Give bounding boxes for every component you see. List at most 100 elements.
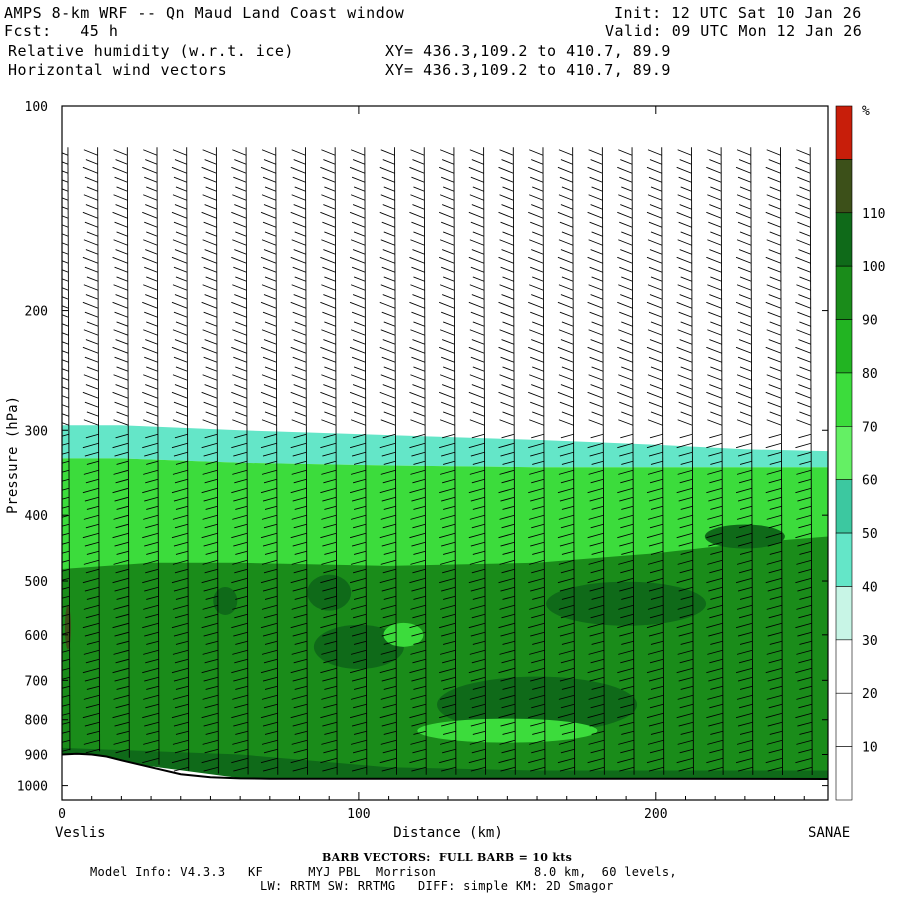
wind-barb — [260, 577, 278, 584]
wind-barb — [413, 550, 426, 555]
wind-barb — [202, 194, 217, 201]
wind-barb — [710, 595, 723, 600]
wind-barb — [116, 505, 129, 510]
wind-barb — [677, 374, 693, 381]
wind-barb — [352, 613, 367, 619]
wind-barb — [293, 613, 308, 619]
wind-barb — [62, 188, 69, 192]
wind-barb — [232, 559, 248, 565]
wind-barb — [262, 496, 278, 502]
wind-barb — [85, 523, 99, 529]
wind-barb — [323, 249, 336, 255]
wind-barb — [84, 176, 98, 183]
wind-barb — [113, 419, 129, 426]
wind-barb — [440, 176, 455, 183]
wind-barb — [146, 411, 159, 417]
wind-barb — [113, 239, 128, 246]
wind-barb — [382, 204, 395, 210]
wind-barb — [590, 249, 603, 255]
wind-barb — [798, 294, 811, 300]
wind-barb — [649, 478, 663, 484]
wind-barb — [591, 411, 604, 417]
wind-barb — [469, 149, 484, 156]
wind-barb — [531, 478, 545, 484]
wind-barb — [174, 384, 188, 390]
wind-barb — [173, 541, 189, 547]
wind-barb — [353, 685, 367, 690]
wind-barb — [142, 301, 158, 309]
wind-barb — [201, 442, 218, 449]
wind-barb — [589, 721, 605, 727]
wind-barb-shaft — [394, 147, 397, 775]
wind-barb — [620, 204, 633, 210]
wind-barb — [112, 346, 129, 354]
wind-barb — [379, 532, 396, 539]
wind-barb — [263, 204, 277, 210]
wind-barb — [351, 451, 366, 457]
wind-barb — [529, 374, 544, 381]
wind-barb — [617, 256, 633, 264]
wind-barb — [736, 239, 752, 246]
wind-barb — [500, 451, 515, 457]
wind-barb — [529, 149, 544, 156]
wind-barb — [679, 294, 693, 300]
wind-barb — [262, 266, 277, 273]
wind-barb — [322, 721, 338, 727]
wind-barb — [174, 339, 188, 345]
wind-barb — [260, 532, 278, 539]
wind-barb — [471, 294, 485, 300]
wind-barb — [83, 739, 100, 745]
wind-barb — [146, 685, 159, 690]
wind-barb — [290, 757, 308, 764]
wind-barb — [560, 613, 575, 619]
wind-barb — [231, 622, 248, 629]
wind-barb — [171, 532, 189, 539]
wind-barb — [532, 550, 545, 555]
wind-barb — [469, 239, 485, 246]
wind-barb — [116, 640, 130, 645]
wind-barb-shaft — [245, 147, 249, 775]
wind-barb — [620, 159, 633, 165]
wind-barb-shaft — [661, 147, 665, 775]
wind-barb — [707, 419, 723, 426]
y-tick-label: 900 — [25, 749, 48, 764]
wind-barb — [83, 374, 99, 381]
wind-barb — [587, 667, 605, 674]
wind-barb — [263, 523, 278, 529]
wind-barb — [143, 469, 159, 475]
wind-barb — [232, 514, 248, 520]
wind-barb — [264, 595, 278, 600]
wind-barb — [735, 256, 752, 264]
wind-barb — [293, 294, 307, 300]
wind-barb — [410, 374, 426, 381]
wind-barb — [171, 391, 188, 399]
wind-barb — [379, 391, 396, 399]
wind-barb — [62, 469, 70, 473]
wind-barb — [650, 550, 664, 555]
wind-barb — [590, 748, 605, 754]
wind-barb — [410, 469, 426, 475]
wind-barb — [143, 374, 158, 381]
wind-barb — [410, 329, 425, 336]
wind-barb — [502, 505, 515, 510]
wind-barb — [532, 231, 544, 237]
wind-barb-shaft — [572, 147, 576, 775]
wind-barb — [678, 356, 693, 363]
wind-barb — [559, 451, 574, 457]
wind-barb — [499, 329, 515, 336]
wind-barb — [706, 391, 723, 399]
wind-barb — [619, 311, 633, 318]
wind-barb — [410, 739, 427, 745]
wind-barb — [261, 329, 277, 336]
wind-barb — [294, 231, 306, 237]
wind-barb — [202, 419, 218, 426]
wind-barb — [738, 478, 752, 484]
wind-barb — [707, 514, 723, 520]
wind-barb — [529, 239, 544, 246]
wind-barb — [294, 186, 306, 192]
wind-barb — [620, 748, 635, 754]
wind-barb — [559, 586, 575, 592]
wind-barb — [618, 149, 633, 156]
wind-barb — [324, 595, 337, 600]
wind-barb — [413, 460, 426, 465]
